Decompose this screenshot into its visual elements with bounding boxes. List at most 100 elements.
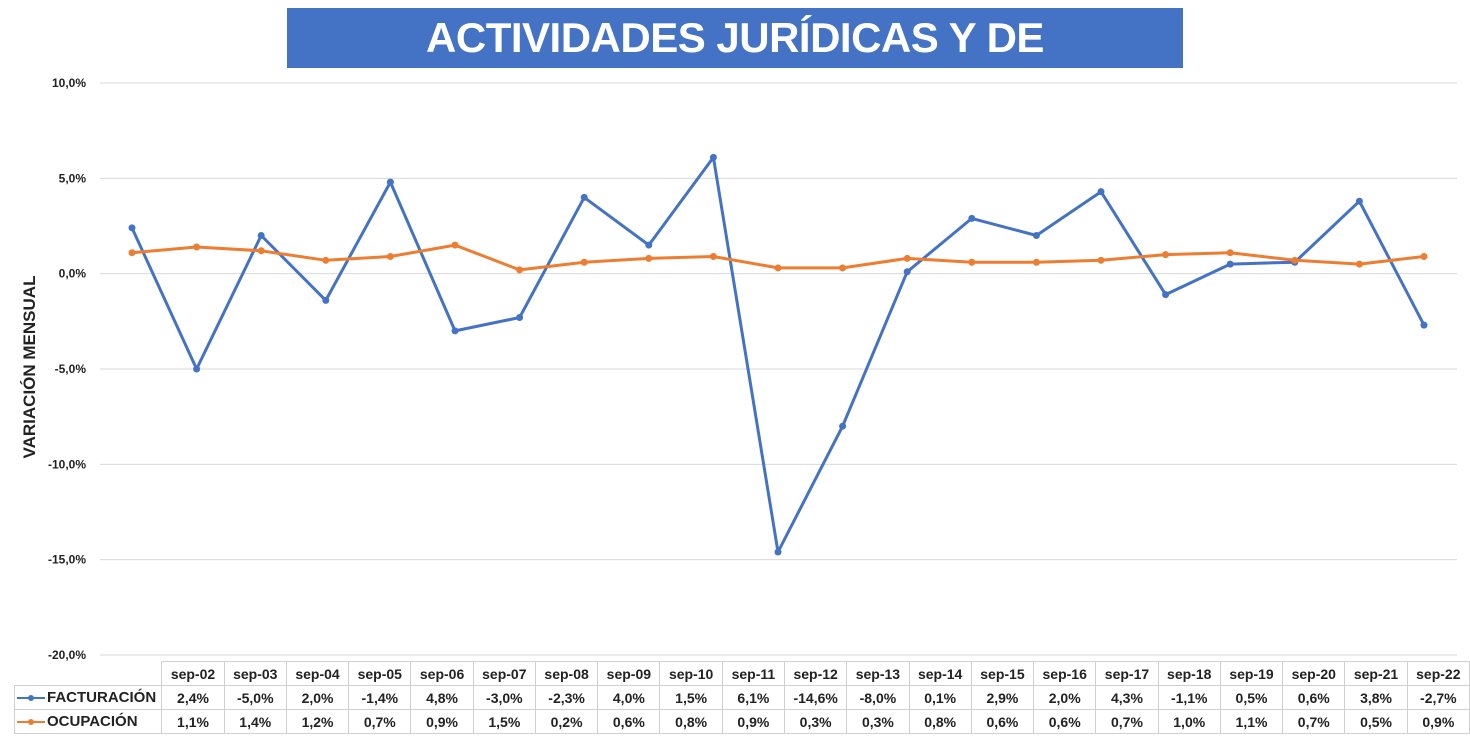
series-name: FACTURACIÓN [47,689,157,706]
series-1-point [903,268,911,276]
data-label: 1,1% [161,709,225,734]
data-label: 2,0% [285,685,350,710]
category-label: sep-17 [1095,661,1159,686]
table-header-row: sep-02 sep-03 sep-04 sep-05 sep-06 sep-07 sep-… [14,661,1470,686]
legend-key-icon [17,693,45,703]
data-label: 0,7% [1282,709,1346,734]
table-row: OCUPACIÓN 1,1% 1,4% 1,2% 0,7% 0,9% 1,5% 0,2% 0,6… [13,709,1470,734]
series-2-point [193,243,201,251]
y-tick-label: -5,0% [55,362,87,376]
series-1-point [968,214,976,222]
data-label: 2,4% [161,685,225,710]
series-2-point [839,264,847,272]
data-label: 4,0% [597,685,661,710]
data-label: 1,2% [285,709,350,734]
data-label: 1,1% [1219,709,1284,734]
data-label: 0,6% [970,709,1035,734]
y-tick-label: 10,0% [52,76,86,90]
series-2-point [1420,253,1428,261]
data-label: -2,3% [534,685,599,710]
y-axis-label: VARIACIÓN MENSUAL [20,276,39,459]
series-1-point [580,193,588,201]
y-tick-label: 5,0% [59,171,87,185]
series-1-point [1162,291,1170,299]
data-label: 0,9% [410,709,474,734]
series-1-point [1355,197,1363,205]
chart-title: ACTIVIDADES JURÍDICAS Y DE CONSULTORÍA [287,8,1183,121]
series-2-point [386,253,394,261]
series-2-point [774,264,782,272]
data-label: 1,5% [659,685,723,710]
data-label: 0,3% [846,709,910,734]
data-label: 1,0% [1157,709,1221,734]
series-2-point [709,253,717,261]
series-1-point [1032,232,1040,240]
data-label: -8,0% [846,685,910,710]
series-1-point [709,153,717,161]
y-tick-label: -20,0% [48,648,86,661]
category-label: sep-12 [783,661,848,686]
data-label: -3,0% [472,685,536,710]
category-label: sep-18 [1157,661,1221,686]
category-label: sep-13 [846,661,910,686]
category-label: sep-10 [659,661,723,686]
category-label: sep-16 [1033,661,1097,686]
series-2-point [1162,251,1170,259]
series-2-point [1291,256,1299,264]
category-label: sep-20 [1282,661,1346,686]
data-label: 2,9% [970,685,1035,710]
data-label: 0,7% [1095,709,1159,734]
data-label: -14,6% [783,685,848,710]
data-label: 0,7% [348,709,412,734]
data-label: 0,5% [1344,709,1408,734]
data-label: 3,8% [1344,685,1408,710]
data-label: -5,0% [223,685,287,710]
category-label: sep-03 [223,661,287,686]
series-2-point [322,256,330,264]
data-label: -1,4% [348,685,412,710]
series-1-point [1226,260,1234,268]
legend-entry: FACTURACIÓN [13,685,163,710]
table-corner [14,661,163,686]
data-label: 0,9% [1406,709,1470,734]
category-label: sep-21 [1344,661,1408,686]
data-label: 0,8% [659,709,723,734]
data-label: 0,2% [534,709,599,734]
series-1-point [451,327,459,335]
series-1-point [774,548,782,556]
category-label: sep-02 [161,661,225,686]
category-label: sep-11 [721,661,786,686]
data-label: -1,1% [1157,685,1221,710]
series-1-point [839,422,847,430]
series-1-point [193,365,201,373]
series-2-point [580,258,588,266]
category-label: sep-15 [970,661,1035,686]
chart-plot: 10,0% 5,0% 0,0% -5,0% -10,0% -15,0% -20,0% VARI… [20,76,1457,661]
series-2-point [1226,249,1234,257]
category-label: sep-06 [410,661,474,686]
series-2-point [903,254,911,262]
y-tick-label: -15,0% [48,553,86,567]
series-name: OCUPACIÓN [47,713,138,730]
category-label: sep-19 [1219,661,1284,686]
series-1-point [257,232,265,240]
series-2-point [128,249,136,257]
category-label: sep-05 [348,661,412,686]
category-label: sep-09 [597,661,661,686]
data-label: 0,8% [908,709,972,734]
category-label: sep-22 [1406,661,1470,686]
series-2-point [516,266,524,274]
data-label: 0,6% [1033,709,1097,734]
series-2-point [645,254,653,262]
legend-entry: OCUPACIÓN [13,709,163,734]
category-label: sep-08 [534,661,599,686]
data-label: 0,1% [908,685,972,710]
series-2-point [257,247,265,255]
series-1-point [386,178,394,186]
data-label: 4,8% [410,685,474,710]
data-label: 6,1% [721,685,786,710]
data-label: 0,6% [597,709,661,734]
category-label: sep-07 [472,661,536,686]
series-1-point [128,224,136,232]
data-label: 2,0% [1033,685,1097,710]
